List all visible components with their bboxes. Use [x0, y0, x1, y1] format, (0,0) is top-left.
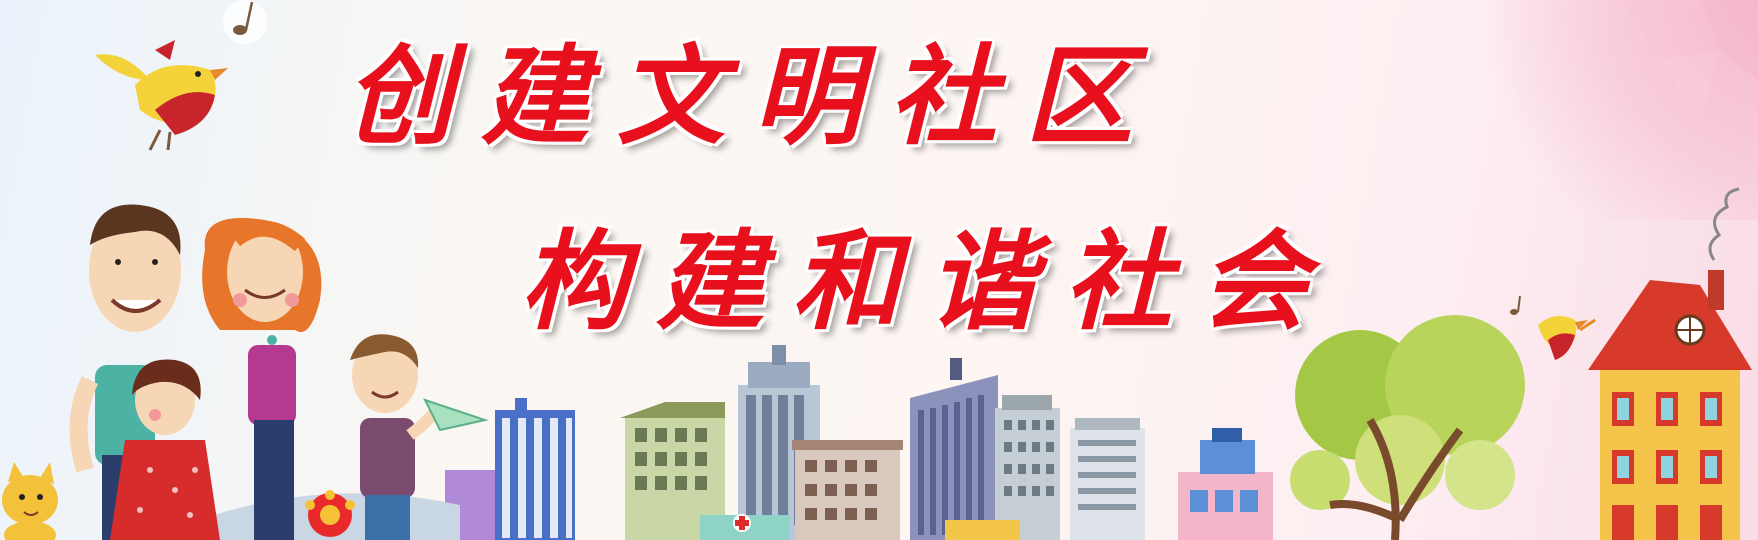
music-note-icon	[223, 0, 267, 44]
tree	[1290, 315, 1525, 540]
cartoon-bird-icon	[1538, 316, 1596, 360]
cat-icon	[2, 462, 58, 540]
paper-plane-icon	[423, 398, 489, 432]
music-note-icon	[1510, 295, 1521, 315]
cartoon-bird-icon	[95, 40, 228, 151]
cartoon-house	[1588, 187, 1752, 540]
slogan-line-1: 创建文明社区	[345, 34, 1162, 160]
slogan-line-2: 构建和谐社会	[520, 219, 1337, 345]
family-illustration	[2, 204, 489, 540]
city-skyline	[445, 345, 1273, 540]
polygon-pattern	[1620, 0, 1758, 120]
flower-icon	[305, 490, 355, 537]
pink-corner-glow	[1458, 0, 1758, 220]
hospital-cross-icon	[733, 514, 751, 532]
